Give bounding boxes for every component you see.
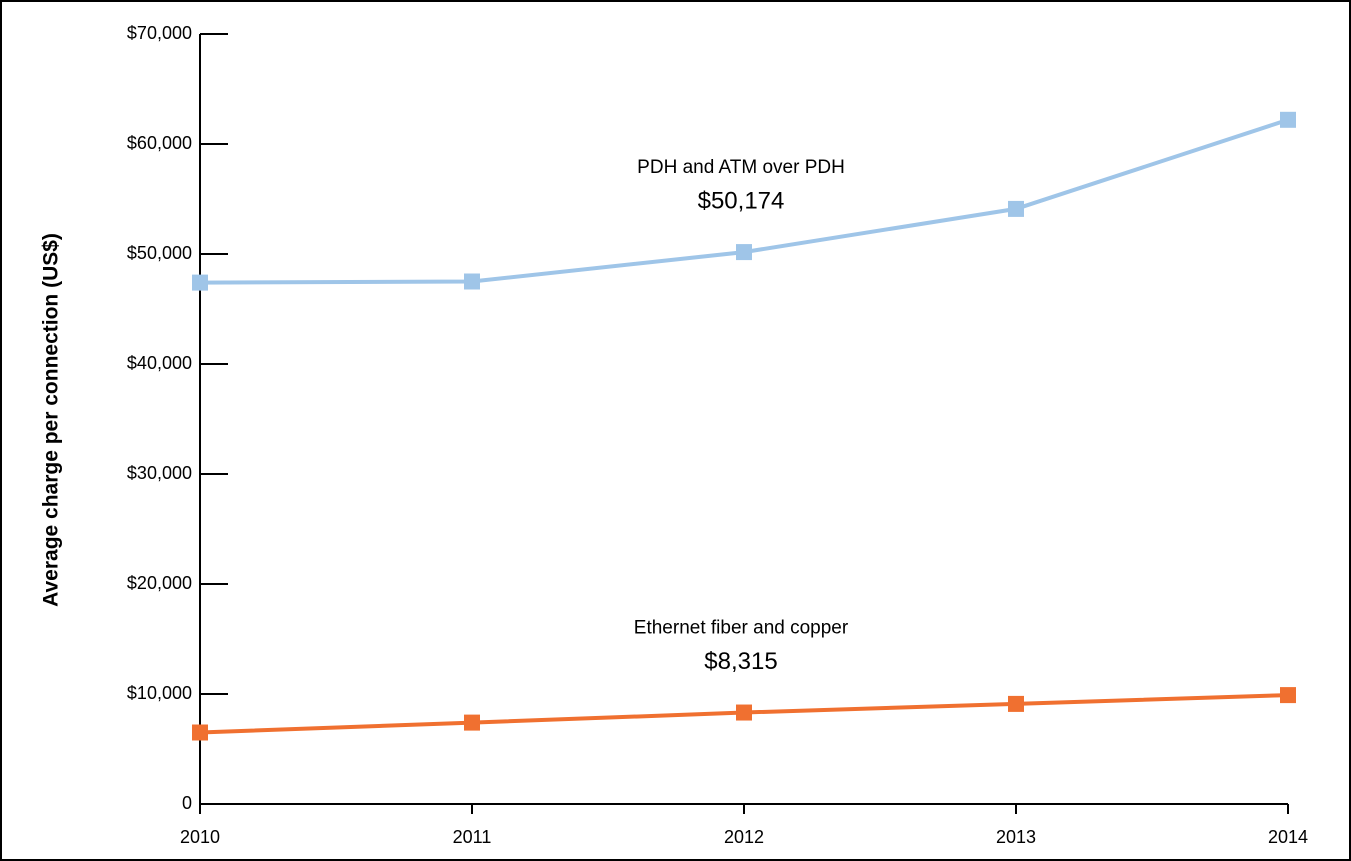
marker (1008, 695, 1024, 712)
marker (464, 273, 480, 290)
y-tick-label: $40,000 (127, 353, 192, 373)
x-tick-label: 2010 (180, 827, 220, 847)
marker (1280, 687, 1296, 704)
value-label: $50,174 (698, 187, 785, 214)
y-tick-label: $10,000 (127, 683, 192, 703)
marker (192, 274, 208, 291)
y-tick-label: $50,000 (127, 243, 192, 263)
marker (736, 244, 752, 261)
marker (1008, 200, 1024, 217)
series-label: Ethernet fiber and copper (634, 618, 849, 639)
series-label: PDH and ATM over PDH (637, 157, 845, 178)
x-tick-label: 2012 (724, 827, 764, 847)
x-tick-label: 2011 (453, 827, 492, 847)
x-tick-label: 2013 (996, 827, 1036, 847)
y-tick-label: 0 (182, 793, 192, 813)
y-tick-label: $20,000 (127, 573, 192, 593)
y-tick-label: $30,000 (127, 463, 192, 483)
marker (736, 704, 752, 721)
marker (192, 724, 208, 741)
x-tick-label: 2014 (1268, 827, 1308, 847)
y-tick-label: $70,000 (127, 23, 192, 43)
y-tick-label: $60,000 (127, 133, 192, 153)
marker (464, 714, 480, 731)
marker (1280, 111, 1296, 128)
value-label: $8,315 (704, 648, 777, 675)
y-axis-label: Average charge per connection (US$) (40, 233, 63, 607)
